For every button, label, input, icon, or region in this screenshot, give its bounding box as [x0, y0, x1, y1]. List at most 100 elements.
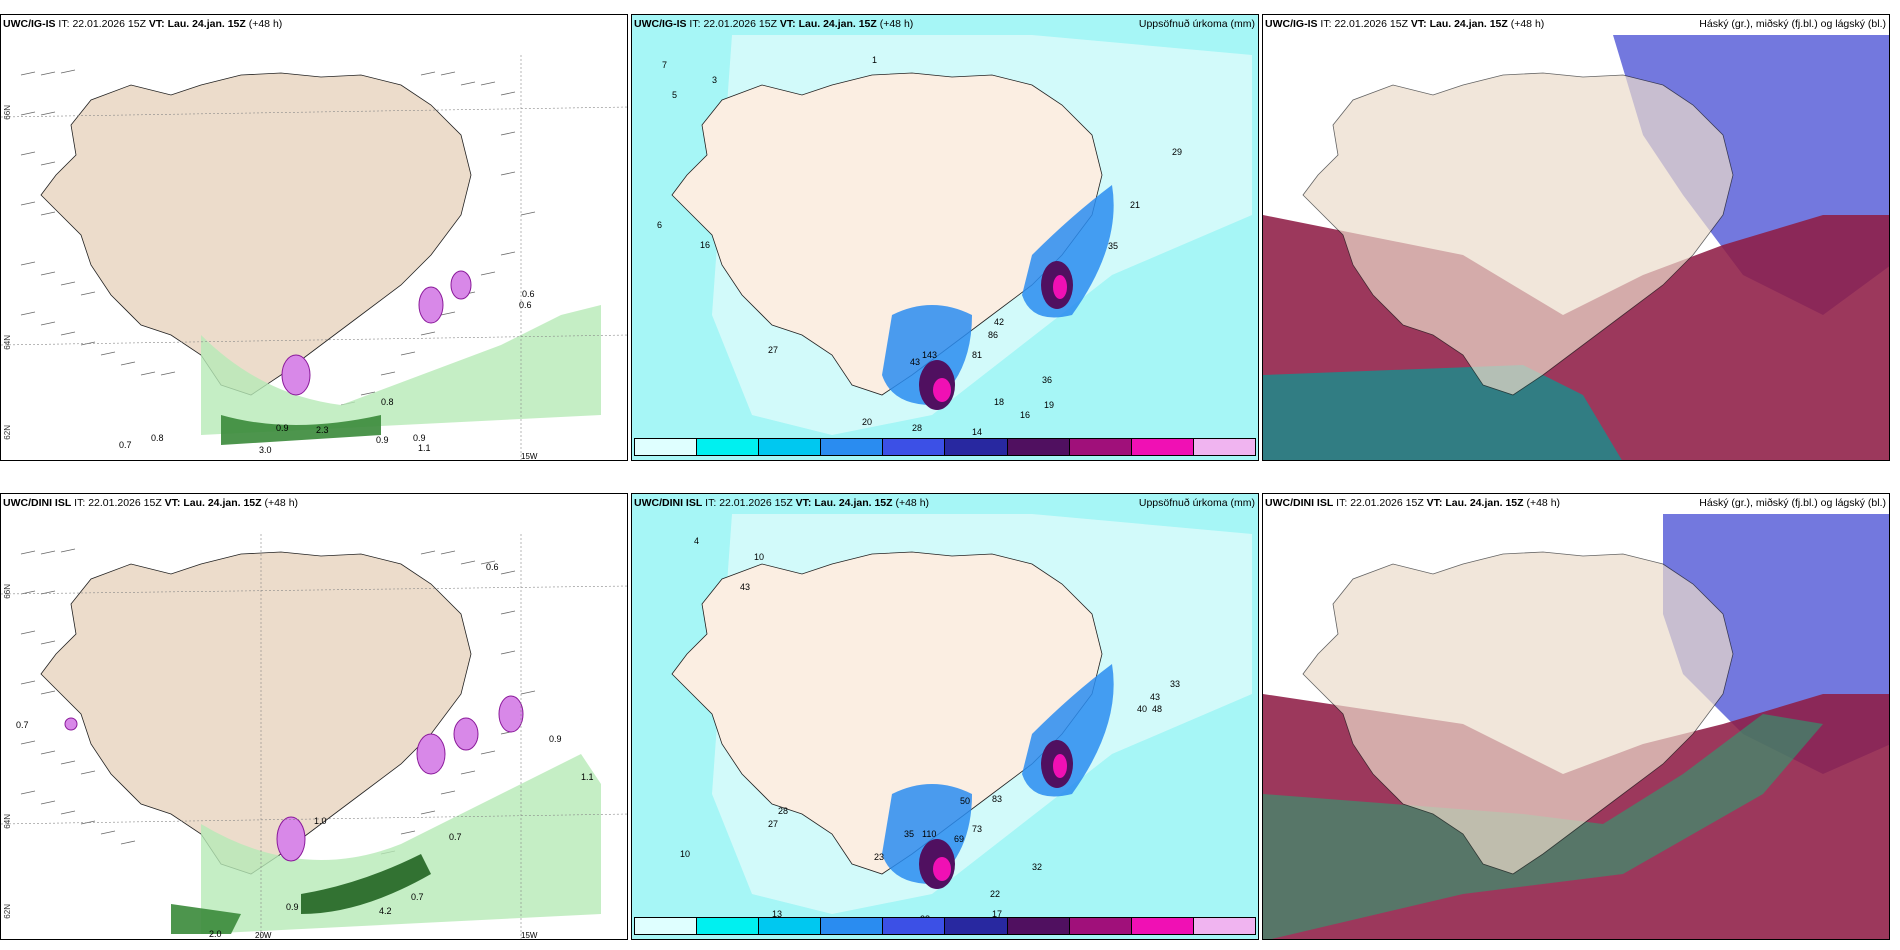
lon-label: 15W: [521, 931, 538, 940]
precip-value: 29: [1172, 147, 1183, 157]
precip-value: 23: [874, 852, 885, 862]
iceland-landmass: [1302, 72, 1734, 396]
wind-value: 0.8: [381, 397, 394, 407]
precip-value: 1: [872, 55, 878, 65]
cloud-map-panel-bottom: UWC/DINI ISL IT: 22.01.2026 15Z VT: Lau.…: [1262, 493, 1890, 940]
wind-map: [1, 494, 627, 939]
precip-colorbar: [634, 438, 1256, 456]
lat-label: 66N: [3, 584, 12, 599]
wind-map: [1, 15, 627, 460]
precip-value: 35: [1108, 241, 1119, 251]
precip-value: 48: [1152, 704, 1163, 714]
wind-value: 1.1: [581, 772, 594, 782]
precip-value: 27: [768, 819, 779, 829]
precip-value: 143: [922, 350, 938, 360]
cloud-title: Háský (gr.), miðský (fj.bl.) og lágský (…: [1699, 497, 1886, 509]
iceland-landmass: [40, 72, 472, 396]
cloud-map: [1263, 494, 1889, 939]
precip-map: [632, 494, 1258, 939]
precip-value: 35: [904, 829, 915, 839]
precip-colorbar: [634, 917, 1256, 935]
wind-value: 0.9: [276, 423, 289, 433]
panel-header: UWC/DINI ISL IT: 22.01.2026 15Z VT: Lau.…: [634, 497, 930, 509]
precip-value: 43: [1150, 692, 1161, 702]
wind-value: 3.0: [259, 445, 272, 455]
precip-value: 27: [768, 345, 779, 355]
wind-value: 0.9: [413, 433, 426, 443]
precip-map: [632, 15, 1258, 460]
precip-title: Uppsöfnuð úrkoma (mm): [1138, 18, 1255, 30]
precip-value: 10: [680, 849, 691, 859]
cloud-map: [1263, 15, 1889, 460]
iceland-landmass: [671, 551, 1103, 875]
precip-value: 83: [992, 794, 1003, 804]
wind-value: 0.8: [151, 433, 164, 443]
wind-value: 0.9: [549, 734, 562, 744]
precip-value: 20: [862, 417, 873, 427]
precip-value: 6: [657, 220, 663, 230]
panel-header: UWC/IG-IS IT: 22.01.2026 15Z VT: Lau. 24…: [1265, 18, 1545, 30]
precip-value: 73: [972, 824, 983, 834]
precip-value: 7: [662, 60, 668, 70]
lat-label: 62N: [3, 425, 12, 440]
wind-value: 2.3: [316, 425, 329, 435]
wind-value: 1.1: [418, 443, 431, 453]
precip-value: 28: [778, 806, 789, 816]
wind-map-panel-bottom: UWC/DINI ISL IT: 22.01.2026 15Z VT: Lau.…: [0, 493, 628, 940]
lat-label: 62N: [3, 904, 12, 919]
precip-value: 36: [1042, 375, 1053, 385]
precip-map-panel-top: UWC/IG-IS IT: 22.01.2026 15Z VT: Lau. 24…: [631, 14, 1259, 461]
precip-value: 50: [960, 796, 971, 806]
cloud-title: Háský (gr.), miðský (fj.bl.) og lágský (…: [1699, 18, 1886, 30]
precip-value: 16: [700, 240, 711, 250]
precip-value: 5: [672, 90, 678, 100]
precip-value: 3: [712, 75, 718, 85]
precip-value: 43: [910, 357, 921, 367]
precip-value: 19: [1044, 400, 1055, 410]
precip-value: 13: [772, 909, 783, 919]
precip-value: 22: [990, 889, 1001, 899]
colorbar-ticks: 1 10 25 50 75 100 150 200 400: [634, 937, 1256, 939]
iceland-landmass: [40, 551, 472, 875]
wind-value: 0.7: [411, 892, 424, 902]
wind-value: 0.7: [119, 440, 132, 450]
wind-value: 0.7: [449, 832, 462, 842]
precip-value: 10: [754, 552, 765, 562]
lat-label: 64N: [3, 335, 12, 350]
iceland-landmass: [1302, 551, 1734, 875]
precip-title: Uppsöfnuð úrkoma (mm): [1138, 497, 1255, 509]
lat-label: 66N: [3, 105, 12, 120]
wind-value: 0.6: [519, 300, 532, 310]
panel-header: UWC/DINI ISL IT: 22.01.2026 15Z VT: Lau.…: [3, 497, 299, 509]
precip-value: 28: [912, 423, 923, 433]
precip-value: 81: [972, 350, 983, 360]
precip-value: 110: [922, 829, 937, 839]
lon-label: 20W: [255, 931, 272, 940]
precip-value: 40: [1137, 704, 1148, 714]
cloud-map-panel-top: UWC/IG-IS IT: 22.01.2026 15Z VT: Lau. 24…: [1262, 14, 1890, 461]
panel-header: UWC/DINI ISL IT: 22.01.2026 15Z VT: Lau.…: [1265, 497, 1561, 509]
precip-value: 16: [1020, 410, 1031, 420]
wind-value: 4.2: [379, 906, 392, 916]
precip-value: 42: [994, 317, 1005, 327]
precip-value: 21: [1130, 200, 1141, 210]
wind-value: 0.9: [286, 902, 299, 912]
panel-header: UWC/IG-IS IT: 22.01.2026 15Z VT: Lau. 24…: [634, 18, 914, 30]
precip-value: 69: [954, 834, 965, 844]
wind-barbs: [20, 548, 536, 855]
precip-value: 43: [740, 582, 751, 592]
wind-value: 0.9: [376, 435, 389, 445]
colorbar-ticks: 1 10 25 50 75 100 150 200 400: [634, 458, 1256, 460]
wind-value: 0.6: [522, 289, 535, 299]
precip-value: 32: [1032, 862, 1043, 872]
iceland-landmass: [671, 72, 1103, 396]
precip-value: 18: [994, 397, 1005, 407]
precip-map-panel-bottom: UWC/DINI ISL IT: 22.01.2026 15Z VT: Lau.…: [631, 493, 1259, 940]
panel-header: UWC/IG-IS IT: 22.01.2026 15Z VT: Lau. 24…: [3, 18, 283, 30]
precip-value: 17: [992, 909, 1003, 919]
lon-label: 15W: [521, 452, 538, 461]
precip-value: 86: [988, 330, 999, 340]
lat-label: 64N: [3, 814, 12, 829]
wind-map-panel-top: UWC/IG-IS IT: 22.01.2026 15Z VT: Lau. 24…: [0, 14, 628, 461]
wind-value: 1.0: [314, 816, 327, 826]
